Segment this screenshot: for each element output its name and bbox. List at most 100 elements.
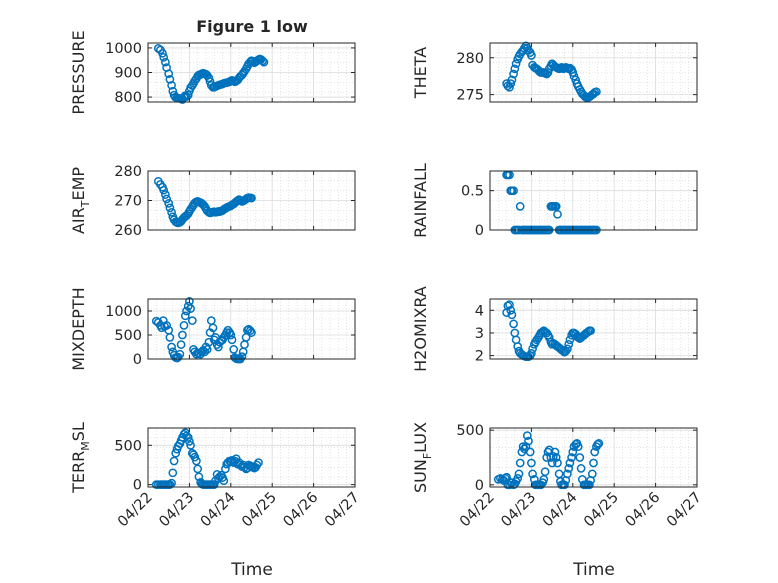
data-point (159, 185, 169, 195)
y-axis-label-subscript: M (79, 441, 92, 451)
data-point (564, 339, 574, 349)
data-point (507, 310, 517, 320)
data-point (167, 207, 176, 217)
y-axis-label: RAINFALL (411, 163, 430, 238)
data-series (493, 431, 604, 490)
subplot-5: 0 500 1000 MIXDEPTH (69, 287, 356, 371)
y-tick-label: 1000 (105, 41, 142, 57)
subplot-2: 275 280 THETA (411, 41, 698, 104)
y-axis-label-rest: EMP (69, 167, 88, 201)
data-point (192, 456, 201, 466)
y-tick-label: 270 (114, 194, 142, 210)
data-point (183, 90, 193, 100)
data-point (176, 340, 186, 349)
y-axis-label-main: H2OMIXRA (411, 286, 430, 372)
data-point (585, 480, 594, 490)
data-point (197, 347, 207, 357)
data-point (247, 193, 256, 203)
subplot-6: 2 3 4 H2OMIXRA (411, 286, 698, 372)
data-point (542, 69, 552, 79)
y-tick-label: 280 (456, 51, 484, 67)
data-series (153, 176, 256, 228)
y-tick-label: 2 (475, 349, 484, 365)
data-point (565, 458, 575, 468)
data-point (550, 447, 560, 457)
axis-box (489, 42, 698, 103)
data-point (568, 447, 578, 457)
data-point (509, 186, 518, 196)
data-point (567, 453, 576, 462)
data-point (590, 447, 600, 457)
data-point (515, 458, 525, 468)
data-point (553, 458, 562, 468)
y-axis-label-main: THETA (411, 47, 430, 99)
subplot-3: 260 270 280 AIRTEMP (69, 164, 356, 239)
data-point (208, 323, 218, 333)
data-point (164, 199, 174, 208)
axis-box (489, 170, 698, 231)
figure-title: Figure 1 low (196, 17, 308, 36)
data-point (167, 80, 176, 90)
axis-box (147, 427, 356, 488)
data-point (527, 51, 536, 60)
y-tick-label: 500 (114, 328, 142, 344)
data-point (524, 436, 533, 446)
data-point (528, 469, 537, 479)
data-point (167, 342, 176, 352)
data-point (507, 75, 517, 85)
data-point (209, 480, 219, 489)
data-point (194, 472, 204, 482)
data-point (560, 480, 569, 490)
data-point (165, 203, 175, 213)
data-point (165, 333, 175, 342)
data-point (178, 330, 187, 340)
y-axis-label: AIRTEMP (69, 167, 92, 234)
y-tick-label: 0 (133, 478, 142, 494)
data-point (592, 87, 601, 97)
data-point (237, 352, 247, 361)
data-point (511, 59, 521, 69)
data-point (505, 300, 514, 310)
y-tick-label: 900 (114, 66, 142, 82)
data-point (162, 194, 171, 204)
y-axis-label: TERRMSL (69, 422, 92, 494)
y-tick-label: 500 (114, 438, 142, 454)
data-point (514, 469, 524, 479)
y-axis-label: PRESSURE (69, 30, 88, 114)
y-axis-label-main: SUN (411, 459, 430, 493)
data-point (522, 431, 532, 440)
data-point (506, 79, 516, 88)
data-point (165, 480, 175, 489)
data-point (162, 321, 171, 330)
subplot-4: 0 0.5 RAINFALL (411, 163, 698, 239)
data-point (509, 69, 518, 79)
data-point (506, 305, 516, 315)
data-point (179, 321, 189, 330)
y-axis-label: H2OMIXRA (411, 286, 430, 372)
data-point (563, 469, 572, 479)
y-tick-label: 260 (114, 223, 142, 239)
data-point (186, 304, 195, 313)
data-point (589, 458, 598, 468)
data-point (164, 69, 174, 79)
data-point (235, 460, 245, 470)
y-axis-label-subscript: T (79, 200, 92, 208)
y-axis-label: THETA (411, 47, 430, 99)
data-point (568, 68, 578, 77)
data-point (180, 311, 190, 321)
data-point (586, 326, 595, 336)
y-tick-label: 0.5 (461, 184, 484, 200)
data-point (527, 458, 536, 468)
data-series (502, 300, 595, 362)
data-point (576, 464, 586, 473)
y-tick-label: 0 (475, 478, 484, 494)
data-point (229, 345, 239, 354)
data-point (593, 440, 602, 449)
x-axis-label-left: Time (230, 560, 273, 580)
data-series (153, 44, 269, 104)
data-point (187, 316, 197, 325)
data-point (594, 438, 604, 448)
data-point (563, 344, 572, 354)
data-point (247, 328, 256, 337)
data-point (513, 473, 523, 483)
